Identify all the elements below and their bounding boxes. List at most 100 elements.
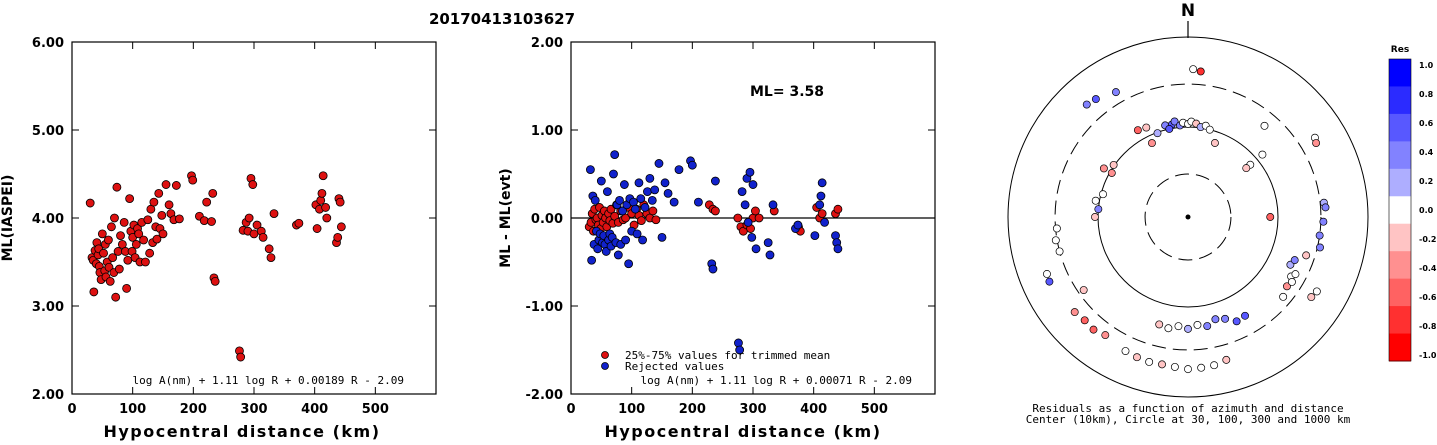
data-point (610, 150, 620, 160)
y-tick-label: 0.00 (531, 212, 563, 227)
ml-annotation: ML= 3.58 (750, 84, 824, 100)
x-tick-label: 0 (67, 402, 76, 417)
data-point (619, 180, 629, 189)
station-marker (1307, 293, 1316, 302)
station-marker (1315, 231, 1324, 240)
station-marker (1170, 362, 1179, 371)
data-point (710, 176, 720, 186)
station-marker (1241, 311, 1249, 320)
colorbar-swatch (1389, 141, 1411, 170)
data-point (316, 195, 326, 205)
data-point (335, 197, 345, 207)
y-tick-label: -1.00 (526, 300, 563, 315)
x-tick-label: 100 (618, 402, 645, 417)
data-point (252, 220, 262, 230)
station-marker (1260, 121, 1269, 130)
data-point (643, 187, 652, 197)
colorbar-tick-label: -0.2 (1419, 235, 1437, 244)
station-marker (1170, 117, 1179, 126)
station-marker (1158, 360, 1166, 369)
data-point (145, 248, 155, 258)
data-point (820, 217, 829, 227)
data-point (116, 231, 125, 241)
data-point (143, 215, 153, 225)
data-point (152, 234, 162, 244)
data-point (751, 206, 760, 216)
station-marker (1145, 358, 1154, 366)
data-point (202, 197, 212, 207)
data-point (122, 283, 131, 293)
station-marker (1089, 325, 1098, 334)
x-tick-label: 500 (861, 402, 888, 417)
caption-line-2: Center (10km), Circle at 30, 100, 300 an… (1026, 413, 1351, 426)
data-point (632, 229, 642, 239)
station-marker (1051, 236, 1060, 245)
data-point (99, 248, 108, 258)
data-point (674, 165, 684, 175)
x-tick-label: 0 (566, 402, 575, 417)
data-point (651, 215, 661, 225)
colorbar-swatch (1389, 196, 1411, 225)
range-rings (1007, 36, 1369, 398)
data-point (244, 213, 254, 223)
chart-ml-vs-distance: ML(IASPEI) Hypocentral distance (km) log… (0, 36, 437, 441)
data-point (593, 244, 603, 254)
data-point (174, 214, 184, 224)
station-marker (1205, 125, 1214, 134)
colorbar-tick-label: -0.8 (1419, 322, 1437, 331)
data-point (294, 218, 304, 228)
station-marker (1099, 190, 1107, 199)
station-marker (1091, 95, 1100, 104)
data-point (149, 197, 159, 207)
data-point (141, 257, 150, 267)
y-tick-label: 6.00 (32, 36, 64, 51)
station-marker (1266, 213, 1275, 221)
data-point (590, 195, 600, 205)
data-point (765, 250, 775, 260)
data-point (737, 187, 747, 197)
legend-label-trimmed: 25%-75% values for trimmed mean (625, 349, 830, 362)
data-point (97, 229, 107, 239)
station-marker (1184, 324, 1192, 333)
station-marker (1221, 314, 1230, 323)
data-point (747, 232, 757, 242)
data-point (248, 180, 258, 189)
x-tick-label: 400 (301, 402, 328, 417)
formula-label: log A(nm) + 1.11 log R + 0.00189 R - 2.0… (132, 374, 404, 387)
station-marker (1203, 322, 1212, 331)
colorbar-tick-label: 0.2 (1419, 177, 1433, 186)
data-point (157, 210, 167, 220)
data-point (85, 198, 95, 208)
data-point (710, 206, 720, 216)
data-point (751, 244, 761, 254)
station-marker (1080, 316, 1089, 325)
colorbar-swatch (1389, 333, 1411, 362)
station-marker (1107, 169, 1116, 177)
station-marker (1287, 277, 1296, 286)
colorbar-swatch (1389, 223, 1411, 252)
station-marker (1165, 125, 1174, 133)
data-point (264, 244, 274, 254)
data-point (630, 204, 640, 214)
y-axis-label: ML(IASPEI) (0, 175, 16, 262)
data-point (650, 185, 660, 195)
y-tick-label: 2.00 (531, 36, 563, 51)
data-point (708, 264, 718, 274)
data-point (657, 232, 667, 242)
station-marker (1302, 251, 1311, 260)
station-marker (1147, 139, 1156, 148)
station-marker (1258, 150, 1267, 159)
station-marker (1174, 322, 1183, 331)
data-point (333, 232, 343, 242)
colorbar-swatch (1389, 168, 1411, 197)
data-point (831, 231, 840, 241)
data-point (112, 182, 122, 192)
data-point (734, 338, 743, 348)
station-marker (1312, 287, 1321, 296)
data-point (269, 209, 279, 219)
legend-label-rejected: Rejected values (625, 360, 724, 373)
colorbar-swatch (1389, 251, 1411, 280)
station-marker (1109, 160, 1118, 169)
station-marker (1290, 256, 1299, 265)
